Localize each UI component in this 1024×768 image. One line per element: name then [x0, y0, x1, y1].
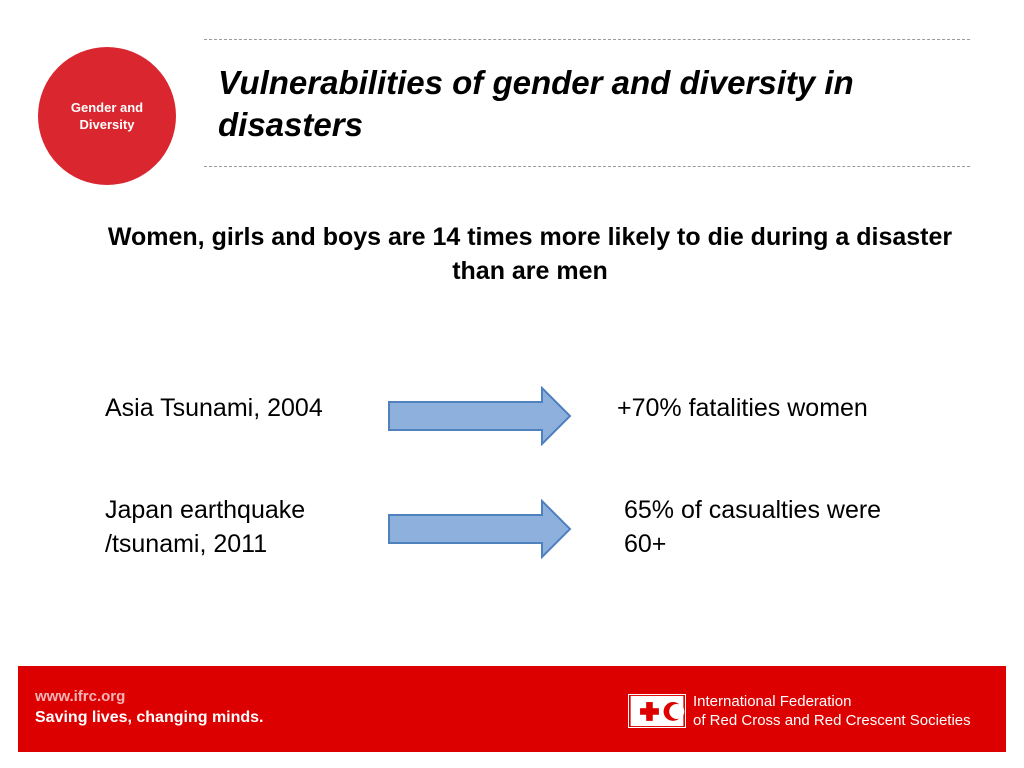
row1-left-text: Asia Tsunami, 2004 — [105, 391, 323, 425]
badge-label-line2: Diversity — [79, 117, 135, 132]
row2-arrow-icon — [388, 499, 572, 559]
badge-label: Gender and Diversity — [57, 99, 157, 133]
row1-left-line1: Asia Tsunami, 2004 — [105, 394, 323, 422]
footer-bar: www.ifrc.org Saving lives, changing mind… — [18, 666, 1006, 752]
top-divider — [204, 39, 970, 40]
row2-left-text: Japan earthquake /tsunami, 2011 — [105, 493, 305, 561]
footer-website: www.ifrc.org — [35, 688, 126, 705]
row1-arrow-icon — [388, 386, 572, 446]
row2-right-line2: 60+ — [624, 530, 667, 558]
row2-left-line2: /tsunami, 2011 — [105, 530, 268, 558]
row2-left-line1: Japan earthquake — [105, 496, 306, 524]
footer-tagline: Saving lives, changing minds. — [35, 709, 264, 726]
org-line2: of Red Cross and Red Crescent Societies — [693, 712, 971, 729]
slide-subtitle: Women, girls and boys are 14 times more … — [107, 223, 953, 285]
row1-right-line1: +70% fatalities women — [617, 394, 868, 422]
badge-label-line1: Gender and — [70, 100, 144, 115]
slide-title: Vulnerabilities of gender and diversity … — [218, 64, 854, 143]
gender-diversity-badge: Gender and Diversity — [38, 47, 176, 185]
footer-organization: International Federation of Red Cross an… — [693, 692, 971, 730]
bottom-divider — [204, 166, 970, 167]
row2-right-text: 65% of casualties were 60+ — [624, 493, 881, 561]
row1-right-text: +70% fatalities women — [617, 391, 868, 425]
row2-right-line1: 65% of casualties were — [624, 496, 882, 524]
org-line1: International Federation — [693, 693, 852, 710]
red-cross-crescent-emblem-icon — [628, 694, 686, 728]
